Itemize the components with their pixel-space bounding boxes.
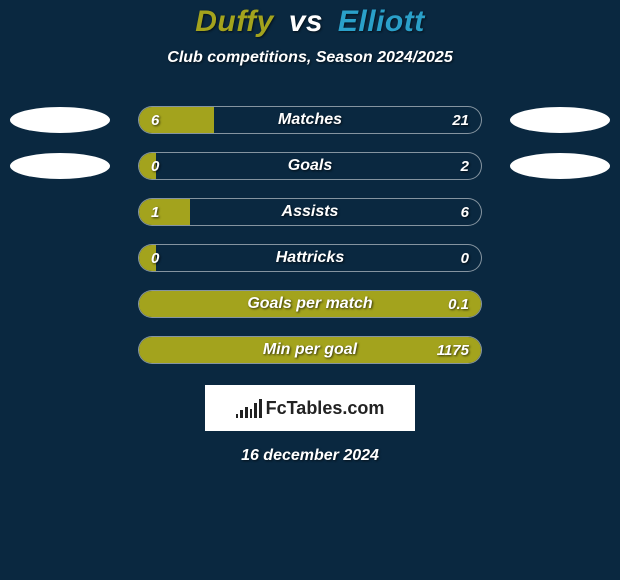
stat-value-right: 2 bbox=[461, 153, 469, 179]
stat-label: Goals bbox=[139, 153, 481, 179]
date-label: 16 december 2024 bbox=[0, 447, 620, 465]
barchart-icon bbox=[236, 398, 262, 418]
stat-row: 6Matches21 bbox=[0, 97, 620, 143]
bar-fill bbox=[139, 291, 481, 317]
stat-row: Min per goal1175 bbox=[0, 327, 620, 373]
stat-bar: Min per goal1175 bbox=[138, 336, 482, 364]
stat-rows: 6Matches210Goals21Assists60Hattricks0Goa… bbox=[0, 97, 620, 373]
bar-fill bbox=[139, 199, 190, 225]
logo-box: FcTables.com bbox=[205, 385, 415, 431]
bar-fill bbox=[139, 107, 214, 133]
stat-label: Assists bbox=[139, 199, 481, 225]
player2-name: Elliott bbox=[338, 5, 425, 38]
player1-badge bbox=[10, 153, 110, 179]
title: Duffy vs Elliott bbox=[0, 5, 620, 39]
stat-bar: 0Goals2 bbox=[138, 152, 482, 180]
stat-bar: 6Matches21 bbox=[138, 106, 482, 134]
stat-row: Goals per match0.1 bbox=[0, 281, 620, 327]
stat-row: 0Goals2 bbox=[0, 143, 620, 189]
stat-value-right: 21 bbox=[452, 107, 469, 133]
stat-row: 1Assists6 bbox=[0, 189, 620, 235]
stat-row: 0Hattricks0 bbox=[0, 235, 620, 281]
logo-text: FcTables.com bbox=[266, 398, 385, 419]
player1-badge bbox=[10, 107, 110, 133]
stat-bar: 0Hattricks0 bbox=[138, 244, 482, 272]
player2-badge bbox=[510, 153, 610, 179]
stat-value-right: 0 bbox=[461, 245, 469, 271]
stat-bar: Goals per match0.1 bbox=[138, 290, 482, 318]
stat-value-right: 6 bbox=[461, 199, 469, 225]
bar-fill bbox=[139, 245, 156, 271]
stat-label: Hattricks bbox=[139, 245, 481, 271]
comparison-card: Duffy vs Elliott Club competitions, Seas… bbox=[0, 0, 620, 465]
stat-bar: 1Assists6 bbox=[138, 198, 482, 226]
player1-name: Duffy bbox=[195, 5, 274, 38]
player2-badge bbox=[510, 107, 610, 133]
bar-fill bbox=[139, 153, 156, 179]
vs-label: vs bbox=[289, 5, 323, 38]
bar-fill bbox=[139, 337, 481, 363]
logo: FcTables.com bbox=[236, 398, 385, 419]
subtitle: Club competitions, Season 2024/2025 bbox=[0, 49, 620, 67]
